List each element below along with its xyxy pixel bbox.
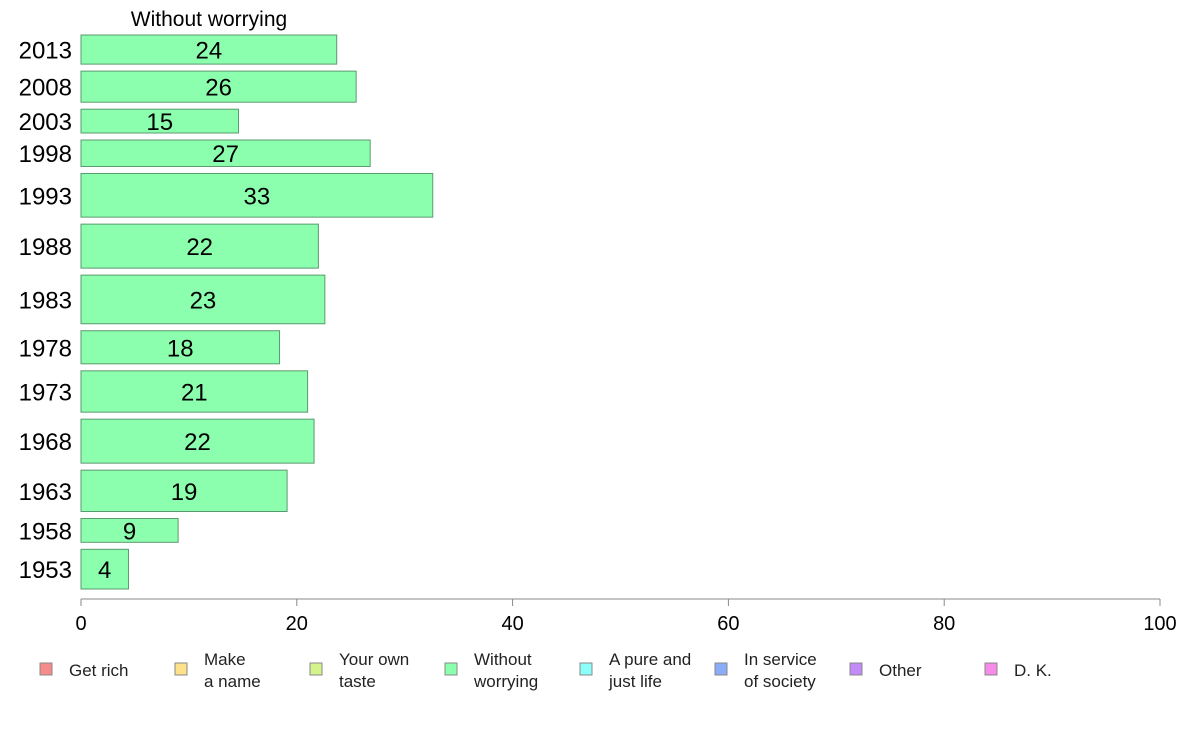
- legend-swatch: [984, 662, 998, 676]
- legend-swatch: [849, 662, 863, 676]
- data-label: 9: [123, 518, 136, 545]
- y-tick-label: 1958: [19, 518, 72, 545]
- bar-1953: [80, 548, 129, 590]
- bar-1963: [80, 469, 288, 512]
- data-label: 15: [146, 109, 173, 136]
- legend-label: A pure and just life: [608, 650, 691, 691]
- y-tick-label: 1988: [19, 234, 72, 261]
- bar-1978: [80, 330, 281, 365]
- legend-swatch: [309, 662, 323, 676]
- legend-label: In service of society: [744, 650, 817, 691]
- legend-label: Your own taste: [339, 650, 409, 691]
- data-label: 18: [167, 335, 194, 362]
- bar-2008: [80, 70, 357, 103]
- bar-2013: [80, 34, 338, 65]
- chart-title: Without worrying: [131, 8, 287, 31]
- y-tick-label: 2013: [19, 38, 72, 65]
- data-label: 22: [186, 234, 213, 261]
- bar-1973: [80, 370, 309, 413]
- y-tick-label: 2008: [19, 75, 72, 102]
- y-tick-label: 1983: [19, 287, 72, 314]
- bar-1998: [80, 139, 371, 167]
- legend-label: Without worrying: [473, 650, 538, 691]
- data-label: 19: [171, 479, 198, 506]
- y-tick-label: 1998: [19, 141, 72, 168]
- bar-1988: [80, 223, 319, 269]
- data-label: 33: [244, 183, 271, 210]
- data-label: 27: [212, 141, 239, 168]
- y-tick-label: 1968: [19, 429, 72, 456]
- bars-group: 2013 24 2008 26 2003 15 1998 27 1993 33 1988 22 1983…: [19, 34, 434, 590]
- bar-1968: [80, 418, 315, 464]
- data-label: 23: [190, 287, 217, 314]
- data-label: 22: [184, 429, 211, 456]
- bar-1958: [80, 517, 179, 543]
- legend-swatch: [444, 662, 458, 676]
- legend-swatch: [579, 662, 593, 676]
- bar-2003: [80, 108, 240, 134]
- legend-swatch: [39, 662, 53, 676]
- data-label: 26: [205, 75, 232, 102]
- x-tick-label: 20: [286, 613, 308, 635]
- data-label: 21: [181, 379, 208, 406]
- data-label: 24: [196, 38, 223, 65]
- x-tick-label: 0: [75, 613, 86, 635]
- y-tick-label: 1973: [19, 379, 72, 406]
- x-tick-label: 40: [501, 613, 523, 635]
- bar-1993: [80, 172, 434, 218]
- y-tick-label: 1993: [19, 183, 72, 210]
- data-label: 4: [98, 557, 111, 584]
- legend: Get rich Make a name Your own taste Without wo…: [39, 650, 1052, 691]
- legend-label: Other: [879, 661, 922, 680]
- legend-label: Get rich: [69, 661, 129, 680]
- y-tick-label: 1963: [19, 479, 72, 506]
- y-tick-label: 1953: [19, 557, 72, 584]
- legend-label: Make a name: [204, 650, 261, 691]
- legend-label: D. K.: [1014, 661, 1052, 680]
- x-tick-label: 80: [933, 613, 955, 635]
- x-axis: 0 20 40 60 80 100: [75, 599, 1177, 635]
- legend-swatch: [714, 662, 728, 676]
- y-tick-label: 1978: [19, 335, 72, 362]
- x-tick-label: 60: [717, 613, 739, 635]
- legend-swatch: [174, 662, 188, 676]
- bar-1983: [80, 274, 326, 325]
- x-tick-label: 100: [1143, 613, 1176, 635]
- y-tick-label: 2003: [19, 109, 72, 136]
